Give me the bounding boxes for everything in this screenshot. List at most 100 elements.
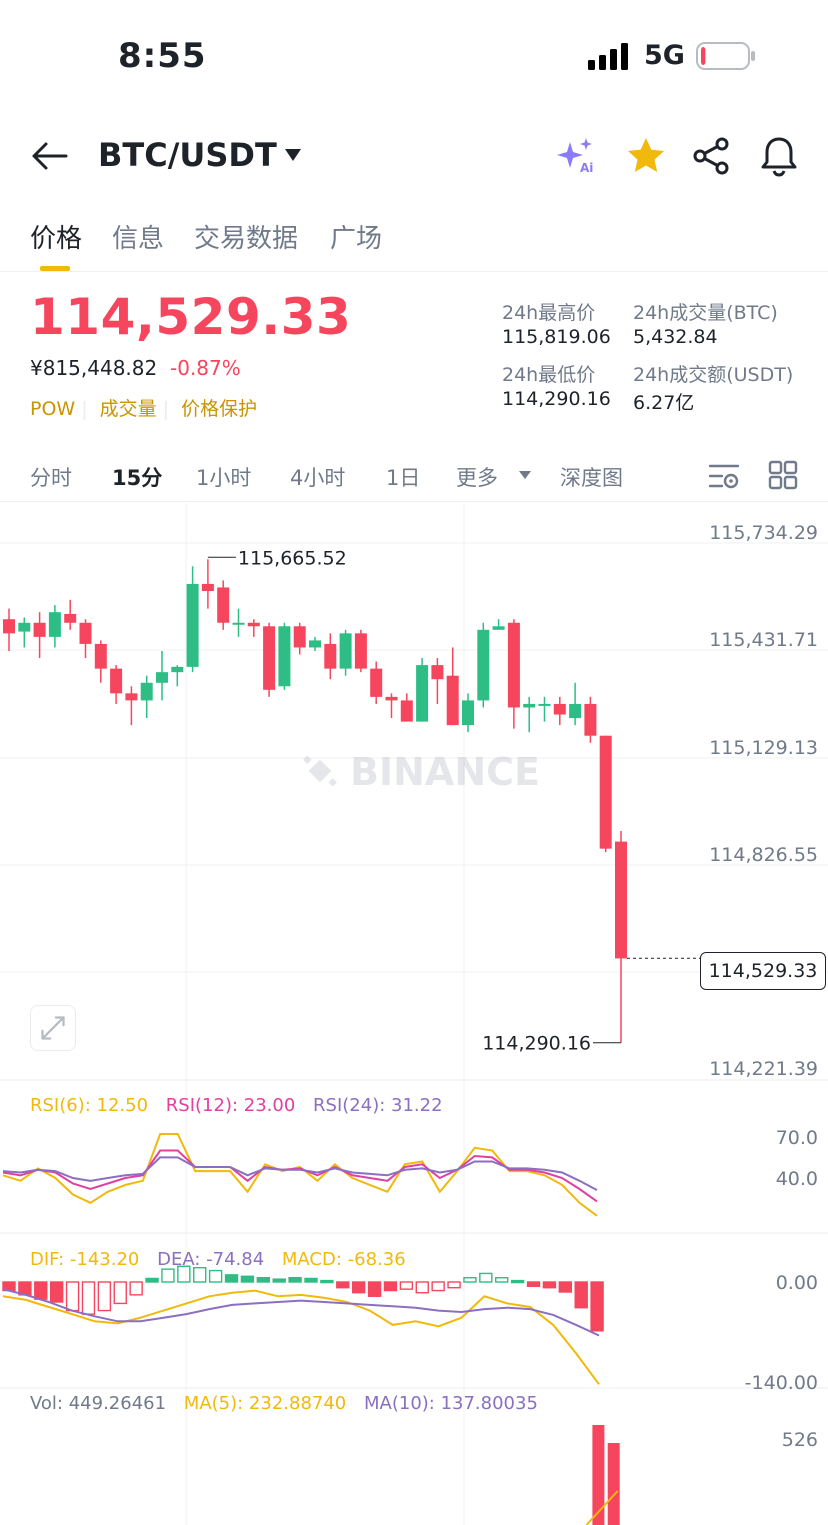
network-type: 5G (644, 40, 685, 71)
macd-histogram-bar (479, 1272, 493, 1283)
candle-body (370, 668, 383, 697)
candle-body (48, 612, 61, 637)
price-axis-label: 115,129.13 (709, 737, 818, 759)
price-axis-label: 114,826.55 (709, 844, 818, 866)
price-axis-label: 114,221.39 (709, 1058, 818, 1080)
macd-histogram-bar (161, 1268, 175, 1283)
stat-label-vol-usdt: 24h成交额(USDT) (633, 364, 794, 386)
vol-legend: Vol: 449.26461 (30, 1393, 167, 1414)
chart-settings-icon[interactable] (708, 462, 740, 490)
stat-label-high: 24h最高价 (502, 302, 596, 324)
tag-pow[interactable]: POW (30, 398, 76, 420)
macd-histogram-bar (463, 1277, 477, 1283)
macd-histogram-bar (177, 1265, 191, 1283)
bell-icon[interactable] (757, 134, 801, 178)
interval-4h[interactable]: 4小时 (290, 466, 346, 490)
tab-trading-data[interactable]: 交易数据 (194, 224, 299, 254)
tag-price-protection[interactable]: 价格保护 (181, 398, 258, 420)
interval-1d[interactable]: 1日 (386, 466, 421, 490)
battery-icon (696, 42, 755, 70)
last-price: 114,529.33 (30, 288, 352, 346)
rsi-axis-label: 40.0 (776, 1168, 818, 1190)
macd-histogram-bar (145, 1277, 159, 1283)
rsi6-line (2, 1133, 598, 1217)
tag-volume[interactable]: 成交量 (99, 398, 157, 420)
macd-axis-label: 0.00 (776, 1272, 818, 1294)
macd-histogram-bar (113, 1281, 127, 1305)
candle-body (247, 622, 260, 627)
rsi24-legend: RSI(24): 31.22 (313, 1095, 443, 1116)
trading-pair-title[interactable]: BTC/USDT (98, 136, 277, 174)
kline-canvas[interactable]: BINANCE 115,665.52 114,290.16 70.0 40.0 0.… (0, 503, 828, 1525)
macd-histogram-bar (383, 1281, 398, 1292)
interval-1h[interactable]: 1小时 (196, 466, 252, 490)
macd-histogram-bar (526, 1281, 541, 1287)
macd-histogram-bar (336, 1281, 350, 1289)
macd-histogram-bar (34, 1281, 48, 1300)
low-marker-label: 114,290.16 (482, 1033, 591, 1055)
macd-histogram-bar (415, 1281, 429, 1294)
tab-square[interactable]: 广场 (330, 224, 383, 254)
interval-depth-chart[interactable]: 深度图 (560, 466, 623, 490)
last-price-tag[interactable]: 114,529.33 (700, 952, 826, 990)
macd-histogram-bar (49, 1281, 64, 1303)
candle-body (186, 583, 199, 667)
rsi12-line (2, 1149, 598, 1203)
candle-body (431, 665, 444, 680)
dea-legend: DEA: -74.84 (157, 1249, 265, 1270)
candles-layer (3, 559, 627, 1043)
macd-histogram-bar (367, 1281, 382, 1297)
expand-icon[interactable] (30, 1005, 76, 1051)
stat-value-vol-usdt: 6.27亿 (633, 392, 695, 414)
more-caret-icon[interactable] (518, 470, 532, 480)
candle-body (110, 668, 123, 694)
cell-signal-icon (588, 43, 628, 70)
interval-more[interactable]: 更多 (456, 466, 498, 490)
interval-15m[interactable]: 15分 (112, 466, 163, 490)
caret-down-icon[interactable] (284, 148, 302, 162)
candle-body (18, 622, 31, 632)
macd-histogram-bar (272, 1278, 286, 1283)
volume-bar (607, 1443, 620, 1525)
macd-histogram-bar (558, 1281, 573, 1293)
stat-label-low: 24h最低价 (502, 364, 596, 386)
candle-body (584, 703, 597, 736)
rsi24-line (2, 1156, 598, 1191)
macd-histogram-bar (351, 1281, 366, 1294)
price-axis-label: 115,734.29 (709, 522, 818, 544)
price-cny: ¥815,448.82 (30, 356, 158, 380)
candle-body (278, 626, 291, 687)
macd-histogram-bar (224, 1274, 239, 1283)
candle-body (599, 735, 612, 849)
candle-body (156, 672, 168, 683)
candle-body (33, 622, 46, 637)
tab-price[interactable]: 价格 (30, 224, 83, 254)
back-arrow-icon[interactable] (28, 136, 72, 176)
candle-body (400, 700, 413, 722)
price-axis-label: 115,431.71 (709, 629, 818, 651)
kline-chart[interactable]: BINANCE 115,665.52 114,290.16 70.0 40.0 0.… (0, 503, 828, 1525)
rsi12-legend: RSI(12): 23.00 (165, 1095, 296, 1116)
layout-grid-icon[interactable] (768, 460, 798, 490)
macd-histogram-bar (590, 1281, 604, 1332)
volume-axis-label: 526 (782, 1429, 818, 1451)
ai-sparkle-icon[interactable]: Ai (556, 134, 600, 178)
top-nav: BTC/USDT Ai (0, 120, 828, 192)
share-icon[interactable] (690, 134, 734, 178)
stat-label-vol-btc: 24h成交量(BTC) (633, 302, 778, 324)
macd-histogram-bar (208, 1269, 223, 1283)
candle-body (507, 622, 520, 708)
macd-histogram-bar (304, 1277, 318, 1283)
candle-body (79, 622, 92, 644)
interval-time-share[interactable]: 分时 (30, 466, 72, 490)
candle-body (339, 633, 352, 669)
macd-histogram-bar (97, 1281, 112, 1312)
tab-info[interactable]: 信息 (112, 224, 165, 254)
price-axis: 115,734.29 115,431.71 115,129.13 114,826.55… (709, 522, 818, 1080)
binance-watermark: BINANCE (303, 750, 540, 794)
svg-text:Ai: Ai (580, 161, 593, 175)
candle-body (293, 626, 306, 648)
favorite-star-icon[interactable] (624, 134, 668, 178)
interval-bar: 分时 15分 1小时 4小时 1日 更多 深度图 (0, 452, 828, 502)
macd-histogram-bar (510, 1279, 525, 1284)
